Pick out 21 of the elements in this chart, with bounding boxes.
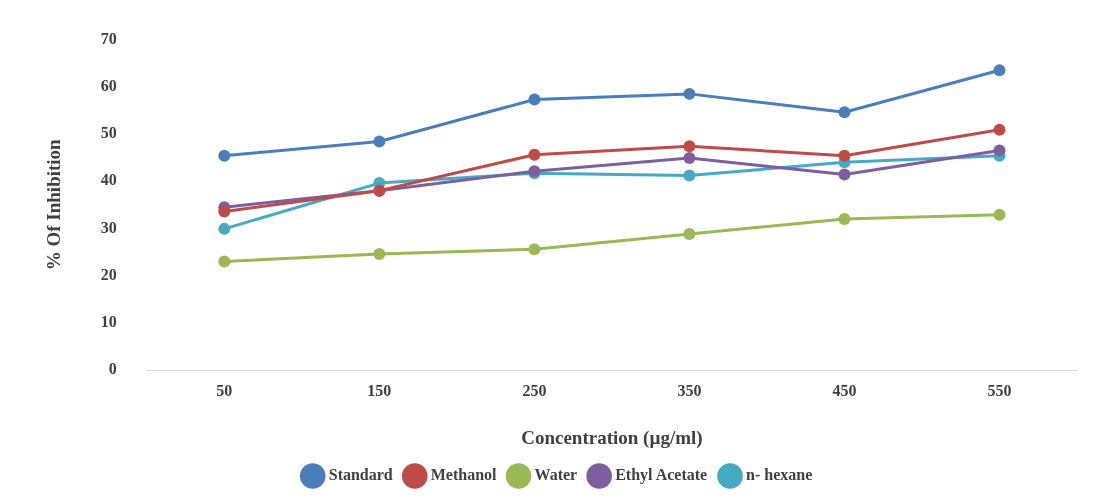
x-tick-label: 150: [367, 381, 392, 399]
y-tick-label: 20: [100, 265, 117, 283]
x-axis-title: Concentration (µg/ml): [521, 426, 703, 449]
legend-label: Methanol: [430, 466, 498, 484]
y-tick-label: 40: [100, 171, 117, 189]
x-tick-label: 550: [987, 381, 1012, 399]
y-tick-label: 50: [100, 124, 117, 142]
y-tick-label: 10: [100, 312, 117, 330]
legend-label: n- hexane: [746, 466, 813, 484]
y-tick-label: 60: [100, 76, 117, 94]
y-tick-label: 70: [100, 29, 117, 47]
x-tick-label: 50: [216, 381, 233, 399]
x-tick-label: 250: [522, 381, 547, 399]
x-tick-label: 450: [832, 381, 857, 399]
y-tick-label: 0: [108, 360, 117, 378]
legend-label: Standard: [328, 466, 393, 484]
y-axis-title: % Of Inhibition: [43, 138, 65, 271]
x-tick-label: 350: [677, 381, 702, 399]
legend-label: Water: [534, 466, 578, 484]
y-tick-label: 30: [100, 218, 117, 236]
legend-label: Ethyl Acetate: [615, 466, 708, 485]
